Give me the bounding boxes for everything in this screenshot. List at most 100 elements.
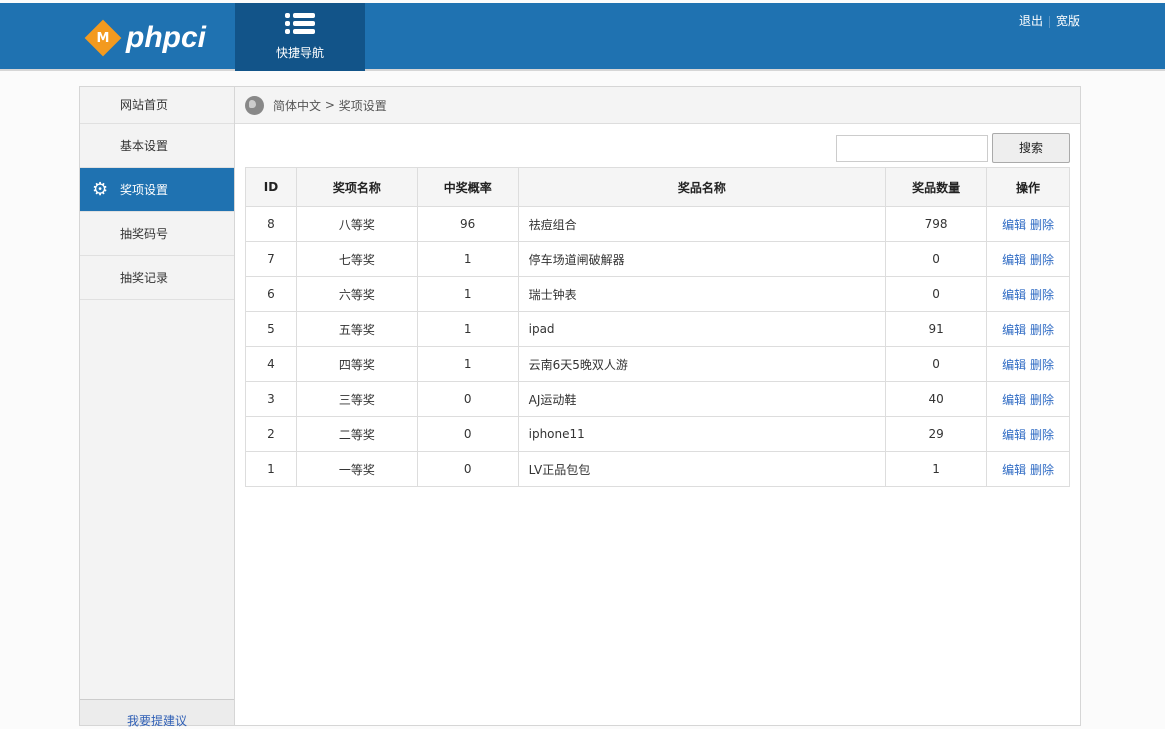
breadcrumb-root[interactable]: 简体中文 [273,98,322,113]
edit-link[interactable]: 编辑 [1002,427,1027,442]
logo-badge: M [84,19,122,57]
sidebar-item-prize-settings[interactable]: ⚙ 奖项设置 [80,168,234,212]
edit-link[interactable]: 编辑 [1002,357,1027,372]
globe-icon [245,95,264,115]
logo-text: phpci [126,21,206,54]
table-row: 5 五等奖 1 ipad 91 编辑 删除 [245,311,1070,347]
quantity-cell: 40 [885,381,988,417]
probability-cell: 0 [416,451,519,487]
edit-link[interactable]: 编辑 [1002,252,1027,267]
top-links: 退出 宽版 [1019,12,1080,29]
logo-badge-text: M [96,30,110,46]
breadcrumb-current: 奖项设置 [338,98,387,113]
prize-name-cell: ipad [517,311,887,347]
logo[interactable]: M phpci [84,19,206,57]
id-cell: 3 [245,381,297,417]
prize-level-cell: 二等奖 [295,416,418,452]
table-row: 2 二等奖 0 iphone11 29 编辑 删除 [245,416,1070,452]
edit-link[interactable]: 编辑 [1002,462,1027,477]
actions-cell: 编辑 删除 [986,206,1070,242]
probability-cell: 1 [416,241,519,277]
delete-link[interactable]: 删除 [1029,217,1054,232]
delete-link[interactable]: 删除 [1029,427,1054,442]
probability-cell: 0 [416,381,519,417]
edit-link[interactable]: 编辑 [1002,217,1027,232]
id-cell: 7 [245,241,297,277]
wide-layout-link[interactable]: 宽版 [1055,14,1080,28]
top-header: M phpci 快捷导航 退出 宽版 [0,3,1165,71]
prize-level-cell: 五等奖 [295,311,418,347]
sidebar: 网站首页 基本设置 ⚙ 奖项设置 抽奖码号 抽奖记录 我要提建议 [79,86,235,728]
prize-name-cell: 停车场道闸破解器 [517,241,887,277]
main-panel: 简体中文 > 奖项设置 搜索 ID 奖项名称 中奖概率 奖品名称 奖品数量 操作 8 八等奖… [235,86,1081,726]
table-row: 4 四等奖 1 云南6天5晚双人游 0 编辑 删除 [245,346,1070,382]
prize-level-cell: 四等奖 [295,346,418,382]
delete-link[interactable]: 删除 [1029,287,1054,302]
sidebar-item-basic-settings[interactable]: 基本设置 [80,124,234,168]
delete-link[interactable]: 删除 [1029,462,1054,477]
prize-level-cell: 七等奖 [295,241,418,277]
id-cell: 1 [245,451,297,487]
probability-cell: 0 [416,416,519,452]
column-header: 奖品名称 [517,167,887,207]
prize-level-cell: 一等奖 [295,451,418,487]
column-header: 中奖概率 [416,167,519,207]
logout-link[interactable]: 退出 [1018,14,1043,28]
prize-table: ID 奖项名称 中奖概率 奖品名称 奖品数量 操作 8 八等奖 96 祛痘组合 798 编辑 删除 7… [245,167,1070,487]
actions-cell: 编辑 删除 [986,276,1070,312]
actions-cell: 编辑 删除 [986,241,1070,277]
prize-name-cell: iphone11 [517,416,887,452]
delete-link[interactable]: 删除 [1029,322,1054,337]
quantity-cell: 0 [885,241,988,277]
prize-level-cell: 六等奖 [295,276,418,312]
breadcrumb-sep: > [324,98,335,112]
id-cell: 8 [245,206,297,242]
table-row: 8 八等奖 96 祛痘组合 798 编辑 删除 [245,206,1070,242]
actions-cell: 编辑 删除 [986,416,1070,452]
quantity-cell: 91 [885,311,988,347]
column-header: ID [245,167,297,207]
prize-name-cell: 云南6天5晚双人游 [517,346,887,382]
delete-link[interactable]: 删除 [1029,392,1054,407]
search-input[interactable] [836,135,988,162]
quantity-cell: 29 [885,416,988,452]
sidebar-item-home[interactable]: 网站首页 [80,87,234,124]
id-cell: 6 [245,276,297,312]
delete-link[interactable]: 删除 [1029,252,1054,267]
quantity-cell: 0 [885,346,988,382]
quick-nav-label: 快捷导航 [275,46,324,60]
quantity-cell: 0 [885,276,988,312]
probability-cell: 1 [416,346,519,382]
probability-cell: 96 [416,206,519,242]
edit-link[interactable]: 编辑 [1002,287,1027,302]
column-header: 奖品数量 [885,167,988,207]
sidebar-item-label: 奖项设置 [120,183,169,197]
breadcrumb: 简体中文 > 奖项设置 [235,87,1080,124]
actions-cell: 编辑 删除 [986,381,1070,417]
probability-cell: 1 [416,311,519,347]
actions-cell: 编辑 删除 [986,311,1070,347]
id-cell: 2 [245,416,297,452]
prize-name-cell: AJ运动鞋 [517,381,887,417]
delete-link[interactable]: 删除 [1029,357,1054,372]
sidebar-item-lottery-records[interactable]: 抽奖记录 [80,256,234,300]
column-header: 奖项名称 [295,167,418,207]
probability-cell: 1 [416,276,519,312]
list-icon [285,13,315,34]
edit-link[interactable]: 编辑 [1002,322,1027,337]
column-header: 操作 [986,167,1070,207]
edit-link[interactable]: 编辑 [1002,392,1027,407]
table-row: 7 七等奖 1 停车场道闸破解器 0 编辑 删除 [245,241,1070,277]
search-button[interactable]: 搜索 [992,133,1070,163]
sidebar-item-lottery-codes[interactable]: 抽奖码号 [80,212,234,256]
quantity-cell: 1 [885,451,988,487]
table-row: 3 三等奖 0 AJ运动鞋 40 编辑 删除 [245,381,1070,417]
prize-name-cell: LV正品包包 [517,451,887,487]
feedback-link[interactable]: 我要提建议 [80,699,234,728]
prize-name-cell: 瑞士钟表 [517,276,887,312]
divider [1048,15,1050,28]
quick-nav-button[interactable]: 快捷导航 [235,3,365,71]
prize-level-cell: 三等奖 [295,381,418,417]
prize-level-cell: 八等奖 [295,206,418,242]
quantity-cell: 798 [885,206,988,242]
